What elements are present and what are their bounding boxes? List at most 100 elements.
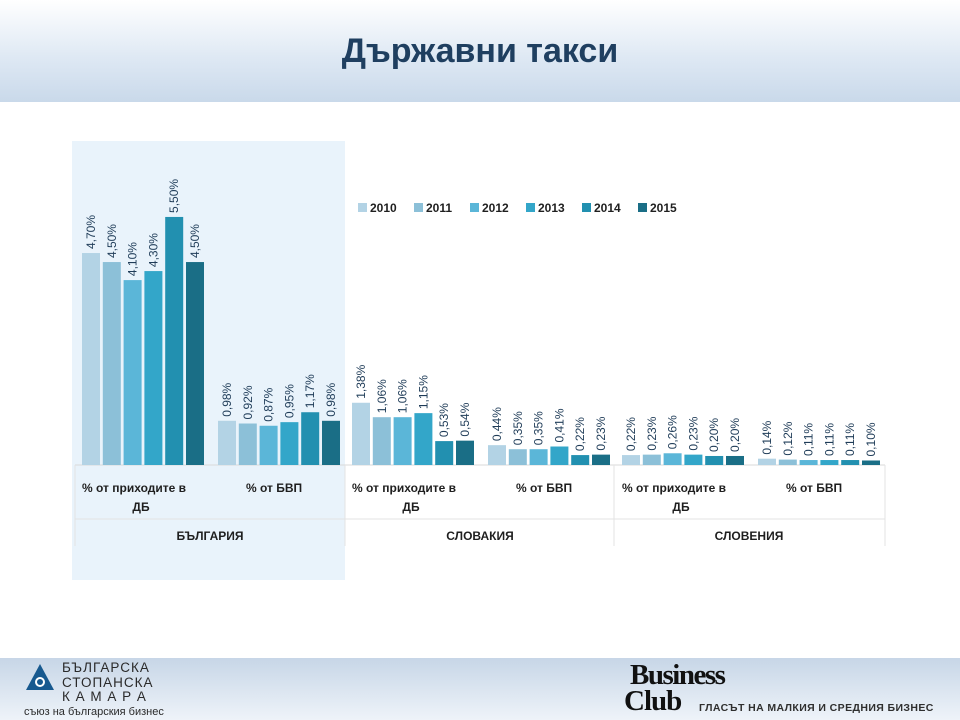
- bar: [414, 413, 433, 465]
- bar: [488, 445, 506, 465]
- data-label: 0,35%: [511, 411, 525, 445]
- bar: [322, 420, 340, 465]
- legend-swatch: [526, 203, 535, 212]
- bar: [726, 455, 744, 465]
- bar: [259, 425, 278, 465]
- bar: [186, 262, 204, 465]
- data-label: 1,06%: [396, 379, 410, 413]
- bar: [705, 455, 724, 465]
- bar: [144, 271, 163, 465]
- data-label: 4,30%: [146, 233, 160, 267]
- data-label: 0,11%: [822, 423, 836, 456]
- bsk-logo-icon: [26, 664, 54, 690]
- legend-swatch: [470, 203, 479, 212]
- category-label: % от БВП: [246, 481, 302, 495]
- data-label: 1,17%: [303, 374, 317, 408]
- data-label: 0,44%: [490, 407, 504, 441]
- data-label: 0,98%: [220, 382, 234, 416]
- bar: [301, 412, 320, 465]
- legend-swatch: [414, 203, 423, 212]
- data-label: 0,20%: [728, 418, 742, 452]
- country-label: СЛОВАКИЯ: [446, 529, 513, 543]
- footer-band: [0, 658, 960, 720]
- category-label: % от приходите в: [82, 481, 186, 495]
- data-label: 1,06%: [375, 379, 389, 413]
- bar: [799, 460, 818, 465]
- data-label: 4,10%: [126, 242, 140, 276]
- data-label: 0,87%: [262, 387, 276, 421]
- legend-label: 2011: [426, 201, 452, 215]
- bar: [82, 253, 100, 465]
- bar: [529, 449, 548, 465]
- bsk-logo-text: БЪЛГАРСКА СТОПАНСКА К А М А Р А: [62, 660, 154, 704]
- bar: [435, 441, 454, 465]
- data-label: 0,14%: [760, 420, 774, 454]
- title-banner: [0, 0, 960, 102]
- data-label: 0,10%: [864, 422, 878, 456]
- bar: [684, 454, 703, 465]
- data-label: 0,23%: [645, 416, 659, 450]
- data-label: 4,70%: [84, 215, 98, 249]
- data-label: 4,50%: [188, 224, 202, 258]
- data-label: 0,92%: [241, 385, 255, 419]
- page-title: Държавни такси: [341, 32, 619, 70]
- legend-swatch: [582, 203, 591, 212]
- data-label: 1,38%: [354, 364, 368, 398]
- category-label: % от приходите в: [622, 481, 726, 495]
- data-label: 0,12%: [781, 421, 795, 455]
- category-label: ДБ: [402, 500, 420, 514]
- legend-label: 2012: [482, 201, 509, 215]
- bar: [820, 460, 839, 465]
- legend-swatch: [358, 203, 367, 212]
- category-label: ДБ: [672, 500, 690, 514]
- legend-label: 2014: [594, 201, 621, 215]
- data-label: 0,41%: [552, 408, 566, 442]
- bar: [218, 420, 236, 465]
- bar: [352, 402, 370, 465]
- data-label: 0,98%: [324, 382, 338, 416]
- bar: [571, 455, 590, 465]
- business-club-logo: Business Club: [624, 659, 726, 717]
- data-label: 0,23%: [594, 416, 608, 450]
- bsk-logo-subtitle: съюз на българския бизнес: [24, 706, 164, 718]
- category-label: % от БВП: [516, 481, 572, 495]
- data-label: 0,11%: [802, 423, 816, 456]
- data-label: 0,95%: [282, 384, 296, 418]
- data-label: 0,20%: [707, 418, 721, 452]
- data-label: 0,22%: [573, 417, 587, 451]
- bar: [778, 459, 797, 465]
- legend-label: 2013: [538, 201, 565, 215]
- bar: [592, 454, 610, 465]
- legend-label: 2010: [370, 201, 397, 215]
- data-label: 0,26%: [666, 415, 680, 449]
- bar: [862, 460, 880, 465]
- bar: [663, 453, 682, 465]
- data-label: 0,23%: [686, 416, 700, 450]
- bar: [393, 417, 412, 465]
- bar: [165, 216, 184, 465]
- data-label: 0,11%: [843, 423, 857, 456]
- bar: [238, 423, 257, 465]
- country-label: БЪЛГАРИЯ: [177, 529, 244, 543]
- data-label: 0,35%: [532, 411, 546, 445]
- bar: [280, 422, 299, 465]
- category-label: % от БВП: [786, 481, 842, 495]
- category-label: % от приходите в: [352, 481, 456, 495]
- data-label: 1,15%: [416, 375, 430, 409]
- bar: [550, 446, 569, 465]
- data-label: 4,50%: [105, 224, 119, 258]
- category-label: ДБ: [132, 500, 150, 514]
- country-label: СЛОВЕНИЯ: [715, 529, 784, 543]
- bar: [642, 454, 661, 465]
- bar: [372, 417, 391, 465]
- bar: [622, 455, 640, 465]
- business-club-tagline: ГЛАСЪТ НА МАЛКИЯ И СРЕДНИЯ БИЗНЕС: [699, 702, 934, 714]
- data-label: 0,22%: [624, 417, 638, 451]
- bar: [508, 449, 527, 465]
- chart: 4,70% 4,50% 4,10% 4,30% 5,50% 4,50% % от прихо…: [74, 179, 886, 546]
- data-label: 5,50%: [167, 179, 181, 213]
- bar: [123, 280, 142, 465]
- bar: [102, 262, 121, 465]
- legend-label: 2015: [650, 201, 677, 215]
- bar: [758, 458, 776, 465]
